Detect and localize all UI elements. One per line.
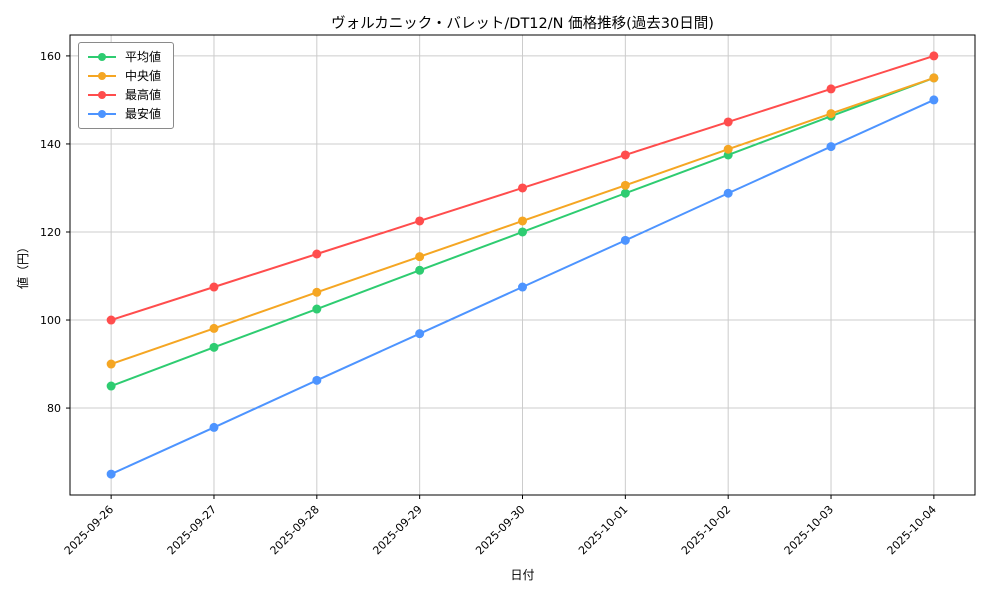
data-point <box>518 282 527 292</box>
legend-marker-icon <box>88 53 116 61</box>
y-tick-label: 100 <box>40 314 61 327</box>
data-point <box>106 315 116 325</box>
legend-label: 最安値 <box>125 107 162 121</box>
data-point <box>415 252 425 262</box>
data-point <box>620 188 630 198</box>
data-point <box>518 227 527 237</box>
data-point <box>929 73 939 83</box>
x-tick-label: 2025-09-30 <box>473 503 527 557</box>
data-point <box>312 287 322 297</box>
x-tick-label: 2025-09-26 <box>62 503 116 557</box>
data-point <box>723 188 733 198</box>
data-point <box>620 150 630 160</box>
data-point <box>518 183 527 193</box>
data-point <box>518 216 527 226</box>
data-point <box>415 329 425 339</box>
data-point <box>209 422 219 432</box>
data-point <box>312 375 322 385</box>
x-tick-label: 2025-10-01 <box>576 503 630 557</box>
data-point <box>106 469 116 479</box>
y-tick-label: 140 <box>40 138 61 151</box>
legend-marker-icon <box>88 72 116 80</box>
x-tick-label: 2025-10-02 <box>679 503 733 557</box>
data-point <box>929 95 939 105</box>
data-point <box>723 117 733 127</box>
x-axis-label: 日付 <box>510 568 535 582</box>
data-point <box>415 216 425 226</box>
data-point <box>209 282 219 292</box>
data-point <box>106 381 116 391</box>
legend-item: 最高値 <box>87 88 161 102</box>
legend-item: 最安値 <box>87 107 161 121</box>
data-point <box>415 265 425 275</box>
y-axis-label: 値（円） <box>16 241 30 290</box>
data-point <box>312 304 322 314</box>
data-point <box>826 109 836 119</box>
legend-label: 平均値 <box>125 50 162 64</box>
y-tick-label: 120 <box>40 226 61 239</box>
x-tick-label: 2025-10-04 <box>885 503 939 557</box>
data-point <box>929 51 939 61</box>
legend-label: 中央値 <box>125 69 162 83</box>
x-tick-label: 2025-10-03 <box>782 503 836 557</box>
legend-label: 最高値 <box>125 88 162 102</box>
legend-item: 中央値 <box>87 69 161 83</box>
chart-title: ヴォルカニック・バレット/DT12/N 価格推移(過去30日間) <box>331 16 714 32</box>
legend-marker-icon <box>88 91 116 99</box>
data-point <box>826 142 836 152</box>
legend-marker-icon <box>88 110 116 118</box>
data-point <box>209 323 219 333</box>
legend-item: 平均値 <box>87 50 161 64</box>
y-tick-label: 80 <box>47 402 61 415</box>
data-point <box>620 180 630 190</box>
x-tick-label: 2025-09-28 <box>268 503 322 557</box>
legend: 平均値中央値最高値最安値 <box>78 42 175 129</box>
data-point <box>620 235 630 245</box>
data-point <box>209 342 219 352</box>
data-point <box>312 249 322 259</box>
data-point <box>723 144 733 154</box>
data-point <box>106 359 116 369</box>
x-tick-label: 2025-09-29 <box>370 503 424 557</box>
data-point <box>826 84 836 94</box>
x-tick-label: 2025-09-27 <box>165 503 219 557</box>
y-tick-label: 160 <box>40 50 61 63</box>
